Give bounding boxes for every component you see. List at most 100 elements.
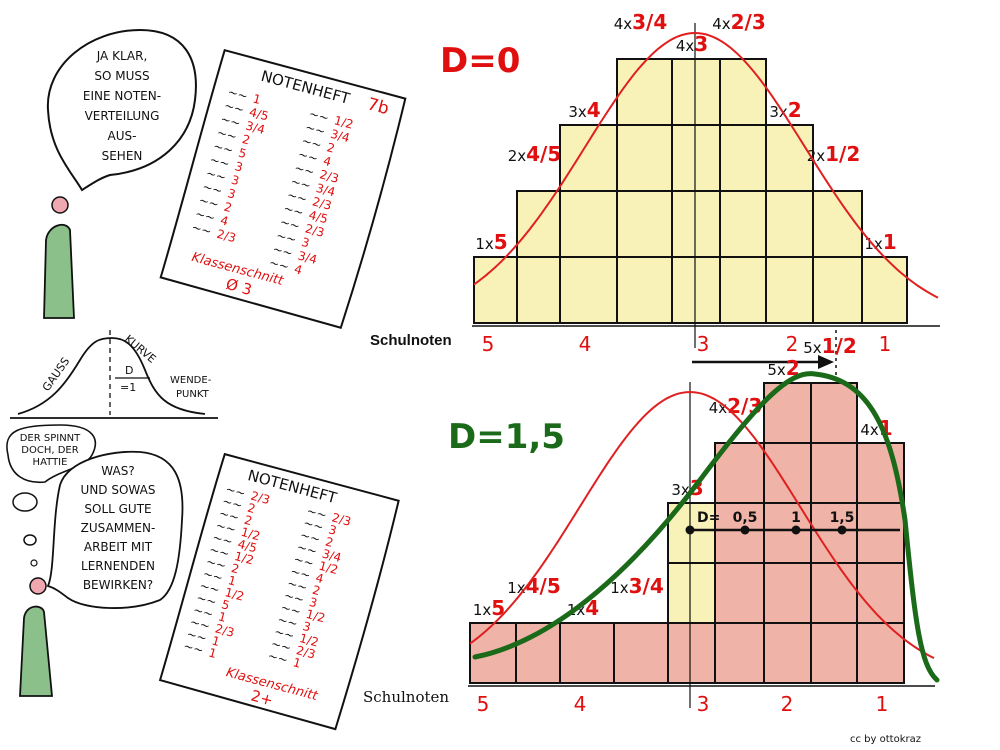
grade-entry: 2/3 [330,510,352,529]
student-name-scribble: ~~ [300,134,323,153]
bar-count-label: 5x1/2 [803,334,857,358]
grade-box [714,622,765,684]
count: 2x [807,147,826,165]
bar-count-label: 1x3/4 [610,574,664,598]
notebook-top: NOTENHEFT 7b ~~ 1~~ 4/5~~ 3/4~~ 2~~ 5~~ 3~~ 3~~… [159,48,407,329]
grade-box [765,190,814,258]
grade-entry: 1 [217,609,228,625]
grade-entry: 1/2 [233,549,255,568]
text-line: BEWIRKEN? [83,578,153,592]
text-line: EINE NOTEN- [83,89,161,103]
grade-box [719,256,767,324]
student-name-scribble: ~~ [215,125,238,144]
grade-box [671,124,721,192]
text-line: SEHEN [102,149,143,163]
grade-box [616,256,673,324]
grade-entry: 2 [311,583,322,599]
student-name-scribble: ~~ [205,554,228,573]
grade-entry: 3 [233,159,244,175]
grade-entry: 1/2 [317,559,339,578]
grade-box [719,190,767,258]
normal-curve [469,390,935,659]
student-name-scribble: ~~ [190,220,213,239]
grade: 4 [587,98,601,122]
grade-box [812,190,863,258]
count: 3x [671,481,690,499]
student-name-scribble: ~~ [296,540,319,559]
student-name-scribble: ~~ [286,188,309,207]
gauss-label: GAUSS [40,355,72,394]
grade-entry: 1/2 [304,607,326,626]
student-name-scribble: ~~ [226,85,249,104]
bar-2-3: 4x2/3 [709,394,765,684]
grade-box [719,58,767,126]
x-tick-label: 4 [579,332,592,356]
student-name-scribble: ~~ [205,166,228,185]
grade-entry: 3 [230,173,241,189]
grade-entry: 2/3 [304,221,326,240]
student-name-scribble: ~~ [282,201,305,220]
student-name-scribble: ~~ [304,120,327,139]
grade-box [559,622,615,684]
grade-box [765,256,814,324]
average-value: 2+ [249,687,275,710]
student-name-scribble: ~~ [197,193,220,212]
grade: 4/5 [526,574,561,598]
d-scale-dot [685,525,695,535]
grade-entry: 2 [241,132,252,148]
grade: 3/4 [629,574,664,598]
grade-box [559,256,618,324]
grade-box [765,124,814,192]
grade-box [667,562,716,624]
speech-bubble-bottom [46,450,184,609]
bar-4-5: 1x4/5 [507,574,561,684]
count: 3x [769,103,788,121]
d-scale-mark: 1 [791,510,801,526]
normal-curve [473,31,939,299]
chart-title: D=1,5 [448,417,565,457]
count: 5x [767,361,786,379]
grade-entry: 3 [327,522,338,538]
bar-3: 4x3 [671,32,721,324]
grade: 5 [494,230,508,254]
d-scale-mark: 0,5 [733,510,758,526]
student-name-scribble: ~~ [224,482,247,501]
grade-box [714,562,765,624]
grade-entry: 1/2 [333,113,355,132]
grade-box [616,124,673,192]
bar-count-label: 3x4 [568,98,600,122]
grade-box [856,622,905,684]
grade-box [559,124,618,192]
student-name-scribble: ~~ [279,600,302,619]
grade-entry: 3/4 [296,248,318,267]
student-name-scribble: ~~ [286,576,309,595]
grade-entry: 3 [301,619,312,635]
student-name-scribble: ~~ [219,112,242,131]
grade: 2 [786,356,800,380]
grade-box [810,562,858,624]
grade-entry: 4 [293,262,304,278]
bar-2: 3x2 [765,98,814,324]
notebook-bottom: NOTENHEFT ~~ 2/3~~ 2~~ 2~~ 1/2~~ 4/5~~ 1/2~~ 2~… [158,452,400,731]
bar-count-label: 4x3 [676,32,708,56]
grade-entry: 1/2 [298,631,320,650]
bar-4: 1x4 [559,596,615,684]
student-name-scribble: ~~ [297,147,320,166]
count: 4x [614,15,633,33]
grade-box [763,622,812,684]
grade-box [613,622,669,684]
student-name-scribble: ~~ [289,174,312,193]
grade-box [559,190,618,258]
grade-column-right: ~~ 2/3~~ 3~~ 2~~ 3/4~~ 1/2~~ 4~~ 2~~ 3~~ 1/2~~ 3~~… [266,504,352,671]
text-line: ARBEIT MIT [84,540,153,554]
bar-count-label: 2x1/2 [807,142,861,166]
grade-entry: 4/5 [307,208,329,227]
student-name-scribble: ~~ [212,139,235,158]
x-axis-title: Schulnoten [370,332,452,349]
grade: 2/3 [731,10,766,34]
grade-entry: 5 [237,146,248,162]
student-name-scribble: ~~ [194,206,217,225]
